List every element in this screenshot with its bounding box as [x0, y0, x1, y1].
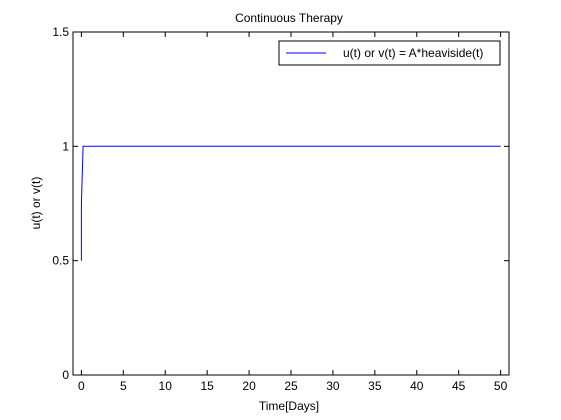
- x-tick-label: 35: [368, 379, 382, 393]
- x-tick-label: 0: [78, 379, 85, 393]
- chart-title: Continuous Therapy: [235, 11, 343, 25]
- x-tick-label: 40: [410, 379, 424, 393]
- y-tick-label: 0.5: [52, 254, 69, 268]
- x-tick-label: 30: [326, 379, 340, 393]
- x-tick-label: 50: [494, 379, 508, 393]
- series-layer: [80, 145, 501, 261]
- y-tick-label: 1.5: [52, 25, 69, 39]
- plot-area: [72, 31, 510, 376]
- x-tick-label: 15: [200, 379, 214, 393]
- series-line: [80, 145, 501, 261]
- y-tick-label: 0: [62, 368, 69, 382]
- x-axis: 0 5 10 15 20 25 30 35 40 45 50: [78, 32, 508, 393]
- x-tick-label: 25: [284, 379, 298, 393]
- legend-label: u(t) or v(t) = A*heaviside(t): [343, 46, 483, 60]
- x-tick-label: 5: [120, 379, 127, 393]
- x-axis-label: Time[Days]: [259, 399, 319, 413]
- x-tick-label: 45: [452, 379, 466, 393]
- y-axis-label: u(t) or v(t): [29, 177, 43, 230]
- x-tick-label: 20: [242, 379, 256, 393]
- y-axis: 0 0.5 1 1.5: [52, 25, 509, 382]
- x-tick-label: 10: [159, 379, 173, 393]
- y-tick-label: 1: [62, 139, 69, 153]
- legend: u(t) or v(t) = A*heaviside(t): [278, 40, 501, 66]
